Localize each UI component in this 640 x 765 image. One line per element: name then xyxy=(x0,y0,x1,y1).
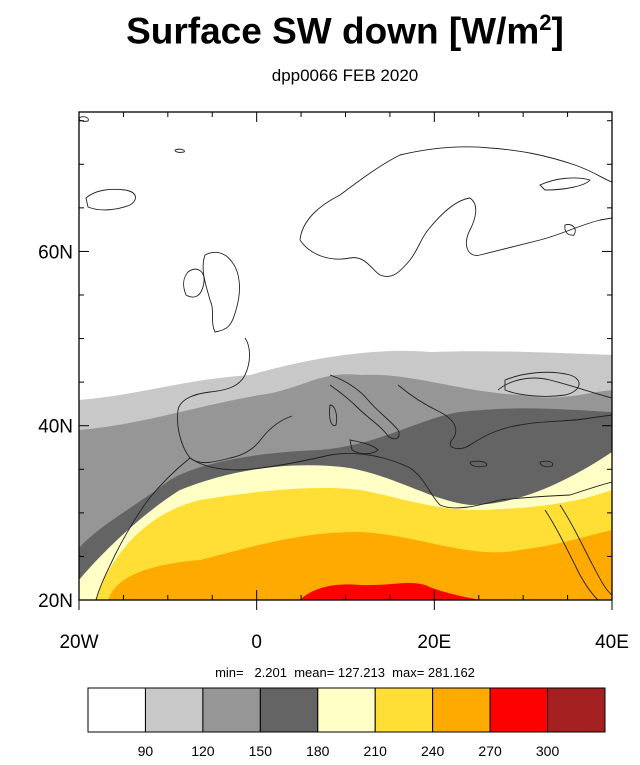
colorbar-swatch xyxy=(547,687,606,733)
colorbar-swatch xyxy=(202,687,261,733)
colorbar-swatch xyxy=(489,687,549,733)
x-tick-label: 20W xyxy=(59,632,98,653)
y-tick-label: 20N xyxy=(38,591,73,612)
stats-line: min= 2.201 mean= 127.213 max= 281.162 xyxy=(215,665,475,680)
x-axis-labels: 20W 0 20E 40E xyxy=(59,632,628,653)
y-tick-label: 60N xyxy=(38,242,73,263)
colorbar-swatch xyxy=(259,687,319,733)
colorbar-label: 300 xyxy=(536,743,560,759)
colorbar-label: 120 xyxy=(191,743,215,759)
x-tick-label: 40E xyxy=(595,632,629,653)
colorbar-swatch xyxy=(374,687,434,733)
axis-ticks xyxy=(78,112,613,610)
y-axis-labels: 60N 40N 20N xyxy=(38,242,73,612)
colorbar-label: 150 xyxy=(249,743,273,759)
colorbar-label: 210 xyxy=(364,743,388,759)
colorbar-swatch xyxy=(317,687,376,733)
colorbar-swatch xyxy=(144,687,204,733)
colorbar-swatch xyxy=(432,687,491,733)
colorbar-label: 180 xyxy=(306,743,330,759)
x-tick-label: 20E xyxy=(417,632,451,653)
y-tick-label: 40N xyxy=(38,417,73,438)
colorbar-labels: 90 120 150 180 210 240 270 300 xyxy=(138,743,560,759)
coastlines xyxy=(79,116,612,600)
colorbar-swatch xyxy=(87,687,146,733)
map-title: Surface SW down [W/m2] xyxy=(126,10,564,52)
x-tick-label: 0 xyxy=(251,632,262,653)
map-subtitle: dpp0066 FEB 2020 xyxy=(271,66,419,85)
field-shading xyxy=(79,112,612,600)
colorbar-label: 240 xyxy=(421,743,445,759)
colorbar xyxy=(87,687,606,733)
band-240-270 xyxy=(108,530,612,600)
colorbar-label: 90 xyxy=(138,743,154,759)
colorbar-label: 270 xyxy=(478,743,502,759)
